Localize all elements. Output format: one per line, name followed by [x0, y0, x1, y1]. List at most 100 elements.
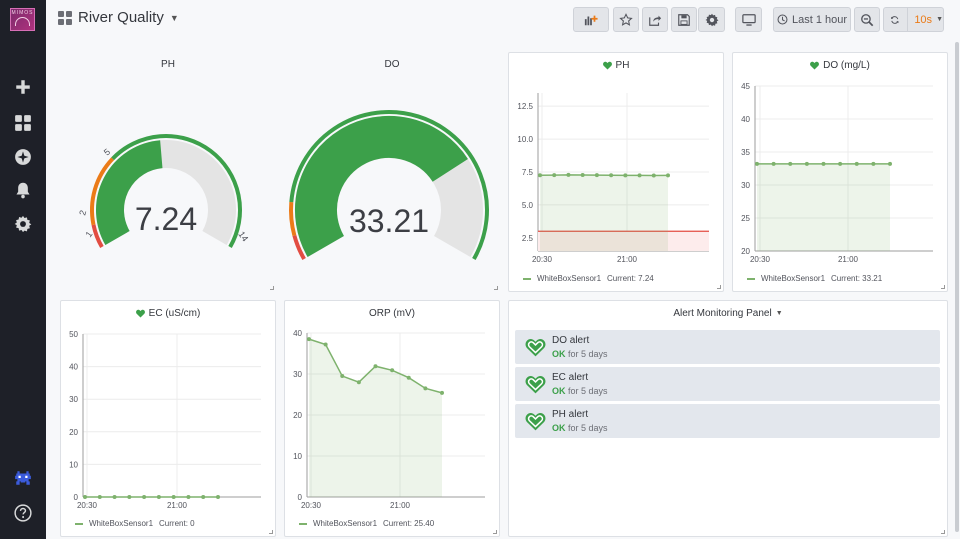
- settings-button[interactable]: [698, 7, 725, 32]
- ph-graph-panel: PH 2.5 5.0 7.5 10.0 12.5 20:30 21:00 WhiteBoxS…: [508, 52, 724, 292]
- y-tick-label: 7.5: [522, 168, 534, 177]
- gauge-value-arc: [96, 140, 164, 245]
- series-area: [757, 163, 890, 251]
- gauge-tick-label: 2: [77, 209, 88, 216]
- user-avatar[interactable]: [13, 468, 33, 488]
- do-gauge: 33.21: [289, 110, 489, 260]
- y-tick-label: 20: [293, 411, 302, 420]
- panel-resize-handle[interactable]: [941, 285, 945, 289]
- gauge-tick-label: 5: [102, 147, 112, 158]
- gauge-tick-label: 14: [236, 229, 250, 243]
- x-tick-label: 20:30: [532, 255, 553, 264]
- dashboard-picker[interactable]: River Quality ▼: [58, 9, 179, 26]
- share-icon: [649, 15, 662, 26]
- panel-title: PH: [509, 60, 723, 71]
- data-point: [127, 495, 132, 499]
- panel-resize-handle[interactable]: [941, 530, 945, 534]
- legend-series: WhiteBoxSensor1: [89, 519, 154, 528]
- add-panel-icon: [584, 15, 598, 25]
- legend-series: WhiteBoxSensor1: [761, 274, 826, 283]
- logo[interactable]: MIMOS: [10, 8, 35, 31]
- series-area: [309, 339, 442, 497]
- orp-graph-panel: ORP (mV) 0 10 20 30 40 20:30 21:00 WhiteBoxSen…: [284, 300, 500, 537]
- alert-state: OK for 5 days: [552, 423, 608, 433]
- legend-current-label: Current:: [159, 519, 188, 528]
- explore-icon[interactable]: [13, 147, 33, 167]
- configuration-gear-icon[interactable]: [13, 214, 33, 234]
- x-tick-label: 21:00: [838, 255, 859, 264]
- panel-resize-handle[interactable]: [270, 286, 274, 290]
- tv-mode-button[interactable]: [735, 7, 762, 32]
- data-point: [552, 173, 557, 178]
- series-line: [539, 174, 669, 177]
- ph-gauge-panel: PH 7.24 1 2 5 14: [60, 52, 276, 292]
- data-point: [390, 368, 395, 373]
- graph-legend[interactable]: WhiteBoxSensor1 Current: 25.40: [299, 519, 434, 528]
- save-button[interactable]: [671, 7, 697, 32]
- legend-current: 0: [190, 519, 195, 528]
- data-point: [538, 173, 542, 178]
- data-point: [356, 380, 361, 385]
- add-panel-button[interactable]: [573, 7, 609, 32]
- do-graph: 20 25 30 35 40 45 20:30 21:00: [741, 82, 933, 264]
- plus-icon[interactable]: [13, 77, 33, 97]
- y-tick-label: 10: [293, 452, 302, 461]
- data-point: [142, 495, 147, 499]
- ph-graph: 2.5 5.0 7.5 10.0 12.5 20:30 21:00: [517, 93, 709, 264]
- panel-resize-handle[interactable]: [493, 530, 497, 534]
- alert-name: PH alert: [552, 409, 589, 420]
- panel-title[interactable]: Alert Monitoring Panel ▼: [673, 308, 783, 319]
- scrollbar[interactable]: [955, 42, 959, 532]
- data-point: [871, 161, 876, 166]
- x-tick-label: 20:30: [750, 255, 771, 264]
- time-range-picker[interactable]: Last 1 hour: [773, 7, 851, 32]
- data-point: [373, 364, 378, 369]
- panel-resize-handle[interactable]: [494, 286, 498, 290]
- star-button[interactable]: [613, 7, 639, 32]
- y-tick-label: 40: [69, 363, 78, 372]
- series-area: [540, 174, 668, 251]
- data-point: [440, 390, 444, 395]
- y-tick-label: 2.5: [522, 234, 534, 243]
- alert-name: EC alert: [552, 372, 589, 383]
- time-range-label: Last 1 hour: [791, 13, 848, 26]
- navbar: River Quality ▼ Last 1 hour 10s ▼: [46, 0, 960, 42]
- data-point: [771, 161, 776, 166]
- graph-legend[interactable]: WhiteBoxSensor1 Current: 33.21: [747, 274, 882, 283]
- alert-name: DO alert: [552, 335, 590, 346]
- data-point: [609, 173, 614, 178]
- y-tick-label: 10: [69, 460, 78, 469]
- panel-resize-handle[interactable]: [717, 285, 721, 289]
- alerting-bell-icon[interactable]: [13, 180, 33, 200]
- data-point: [566, 172, 571, 177]
- heart-icon: [602, 61, 612, 70]
- zoom-out-button[interactable]: [854, 7, 880, 32]
- refresh-interval-label: 10s: [914, 13, 933, 26]
- alert-item-ec[interactable]: EC alert OK for 5 days: [515, 367, 940, 401]
- data-point: [112, 495, 117, 499]
- heart-outline-icon: [525, 339, 546, 357]
- refresh-picker[interactable]: 10s ▼: [883, 7, 944, 32]
- heart-icon: [135, 309, 145, 318]
- heart-outline-icon: [525, 413, 546, 431]
- data-point: [171, 495, 176, 499]
- legend-current-label: Current:: [607, 274, 636, 283]
- data-point: [623, 173, 628, 178]
- graph-legend[interactable]: WhiteBoxSensor1 Current: 7.24: [523, 274, 654, 283]
- panel-title: EC (uS/cm): [61, 308, 275, 319]
- y-tick-label: 30: [69, 395, 78, 404]
- alert-item-ph[interactable]: PH alert OK for 5 days: [515, 404, 940, 438]
- data-point: [888, 161, 892, 166]
- x-tick-label: 20:30: [301, 501, 322, 510]
- clock-icon: [777, 14, 788, 25]
- panel-resize-handle[interactable]: [269, 530, 273, 534]
- alert-item-do[interactable]: DO alert OK for 5 days: [515, 330, 940, 364]
- dashboards-icon[interactable]: [13, 113, 33, 133]
- y-tick-label: 25: [741, 214, 750, 223]
- y-tick-label: 12.5: [517, 102, 533, 111]
- gauge-threshold-band: [292, 234, 306, 260]
- threshold-area: [538, 231, 709, 251]
- graph-legend[interactable]: WhiteBoxSensor1 Current: 0: [75, 519, 195, 528]
- help-icon[interactable]: [13, 503, 33, 523]
- share-button[interactable]: [642, 7, 668, 32]
